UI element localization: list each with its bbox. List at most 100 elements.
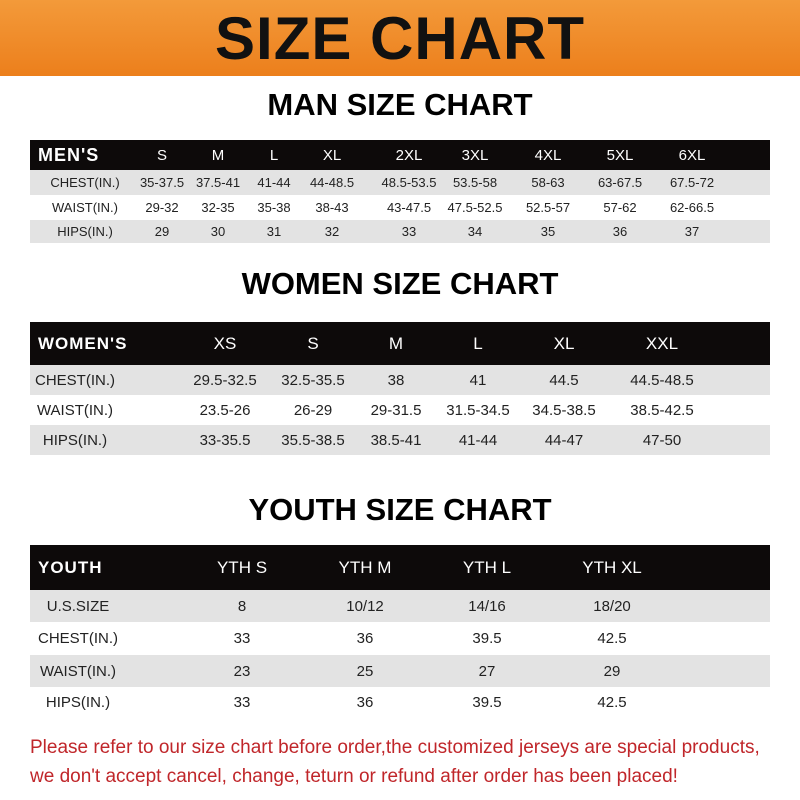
table-row: WAIST(IN.) 23.5-26 26-29 29-31.5 31.5-34.5 34… [30, 395, 770, 425]
table-cell: 30 [210, 224, 226, 239]
table-cell: 36 [356, 630, 374, 647]
row-label: U.S.SIZE [46, 597, 110, 615]
table-cell: 67.5-72 [669, 175, 715, 190]
table-title-cell: WOMEN'S [38, 333, 128, 353]
table-cell: 27 [478, 662, 496, 680]
row-label: WAIST(IN.) [36, 401, 114, 419]
table-cell: 31 [266, 224, 282, 239]
table-cell: 47.5-52.5 [447, 200, 503, 215]
table-cell: 41 [469, 371, 487, 389]
size-header: S [156, 146, 168, 164]
table-cell: 14/16 [468, 597, 506, 615]
table-row: HIPS(IN.) 33 36 39.5 42.5 [30, 687, 770, 718]
table-cell: 38-43 [315, 200, 349, 215]
table-cell: 23 [233, 662, 251, 680]
size-header: M [211, 146, 225, 164]
table-cell: 44.5-48.5 [630, 371, 694, 389]
table-cell: 41-44 [458, 431, 498, 449]
table-cell: 29-31.5 [370, 401, 422, 419]
table-header-row: WOMEN'S XS S M L XL XXL [30, 322, 770, 365]
size-header: 4XL [534, 146, 562, 164]
table-cell: 31.5-34.5 [446, 401, 510, 419]
table-cell: 42.5 [597, 694, 627, 711]
table-cell: 34 [467, 224, 483, 239]
table-header-row: MEN'S S M L XL 2XL 3XL 4XL 5XL 6XL [30, 140, 770, 170]
size-header: 3XL [461, 146, 489, 164]
men-title: MAN SIZE CHART [267, 87, 533, 122]
table-cell: 42.5 [597, 630, 627, 647]
table-cell: 35-37.5 [139, 175, 185, 190]
table-cell: 43-47.5 [386, 200, 432, 215]
table-cell: 36 [612, 224, 628, 239]
row-label: HIPS(IN.) [57, 224, 113, 239]
table-cell: 34.5-38.5 [532, 401, 596, 419]
table-row: U.S.SIZE 8 10/12 14/16 18/20 [30, 590, 770, 622]
table-cell: 44-48.5 [309, 175, 355, 190]
women-title: WOMEN SIZE CHART [241, 266, 559, 301]
row-label: WAIST(IN.) [39, 662, 117, 680]
table-row: HIPS(IN.) 29 30 31 32 33 34 35 36 37 [30, 220, 770, 243]
table-cell: 33 [401, 224, 417, 239]
row-label: CHEST(IN.) [38, 630, 118, 647]
table-title-cell: MEN'S [38, 144, 100, 165]
table-cell: 32-35 [201, 200, 235, 215]
size-header: XS [213, 333, 237, 353]
table-cell: 37 [684, 224, 700, 239]
table-header-row: YOUTH YTH S YTH M YTH L YTH XL [30, 545, 770, 590]
table-title-cell: YOUTH [38, 557, 103, 577]
row-label: WAIST(IN.) [52, 200, 118, 215]
table-cell: 62-66.5 [669, 200, 715, 215]
notice-line-1: Please refer to our size chart before or… [30, 737, 760, 758]
table-row: CHEST(IN.) 33 36 39.5 42.5 [30, 622, 770, 655]
size-header: YTH S [216, 557, 268, 577]
row-label: CHEST(IN.) [35, 371, 115, 389]
table-cell: 38.5-41 [370, 431, 422, 449]
table-cell: 32 [324, 224, 340, 239]
size-header: M [388, 333, 404, 353]
table-cell: 57-62 [603, 200, 637, 215]
notice-line-2: we don't accept cancel, change, teturn o… [30, 766, 678, 787]
table-cell: 37.5-41 [195, 175, 241, 190]
row-label: HIPS(IN.) [42, 431, 108, 449]
table-cell: 44-47 [544, 431, 584, 449]
table-cell: 44.5 [549, 371, 579, 389]
table-cell: 47-50 [642, 431, 682, 449]
table-cell: 29 [154, 224, 170, 239]
size-header: L [473, 333, 483, 353]
size-header: XL [322, 146, 342, 164]
table-cell: 29 [603, 662, 621, 680]
table-row: CHEST(IN.) 35-37.5 37.5-41 41-44 44-48.5 48.5… [30, 170, 770, 195]
table-cell: 33 [233, 694, 251, 711]
table-cell: 35.5-38.5 [281, 431, 345, 449]
table-cell: 10/12 [346, 597, 384, 615]
header-banner: SIZE CHART [0, 0, 800, 76]
table-cell: 33 [233, 630, 251, 647]
size-header: YTH M [338, 557, 392, 577]
table-cell: 26-29 [293, 401, 333, 419]
table-cell: 32.5-35.5 [281, 371, 345, 389]
row-label: CHEST(IN.) [50, 175, 120, 190]
youth-title: YOUTH SIZE CHART [248, 492, 552, 527]
table-cell: 53.5-58 [452, 175, 498, 190]
table-cell: 36 [356, 694, 374, 711]
size-header: 2XL [395, 146, 423, 164]
table-cell: 39.5 [472, 630, 502, 647]
table-cell: 25 [356, 662, 374, 680]
order-notice: Please refer to our size chart before or… [30, 733, 790, 791]
table-row: CHEST(IN.) 29.5-32.5 32.5-35.5 38 41 44.5 44.5… [30, 365, 770, 395]
table-cell: 52.5-57 [525, 200, 571, 215]
table-cell: 58-63 [531, 175, 565, 190]
size-header: YTH L [462, 557, 512, 577]
table-cell: 35 [540, 224, 556, 239]
table-cell: 41-44 [257, 175, 291, 190]
row-label: HIPS(IN.) [45, 694, 111, 711]
table-row: WAIST(IN.) 23 25 27 29 [30, 655, 770, 687]
table-cell: 35-38 [257, 200, 291, 215]
table-cell: 29.5-32.5 [193, 371, 257, 389]
table-row: HIPS(IN.) 33-35.5 35.5-38.5 38.5-41 41-44 44-… [30, 425, 770, 455]
size-header: 5XL [606, 146, 634, 164]
size-header: S [307, 333, 319, 353]
table-cell: 48.5-53.5 [381, 175, 437, 190]
table-cell: 63-67.5 [597, 175, 643, 190]
table-cell: 8 [237, 597, 247, 615]
